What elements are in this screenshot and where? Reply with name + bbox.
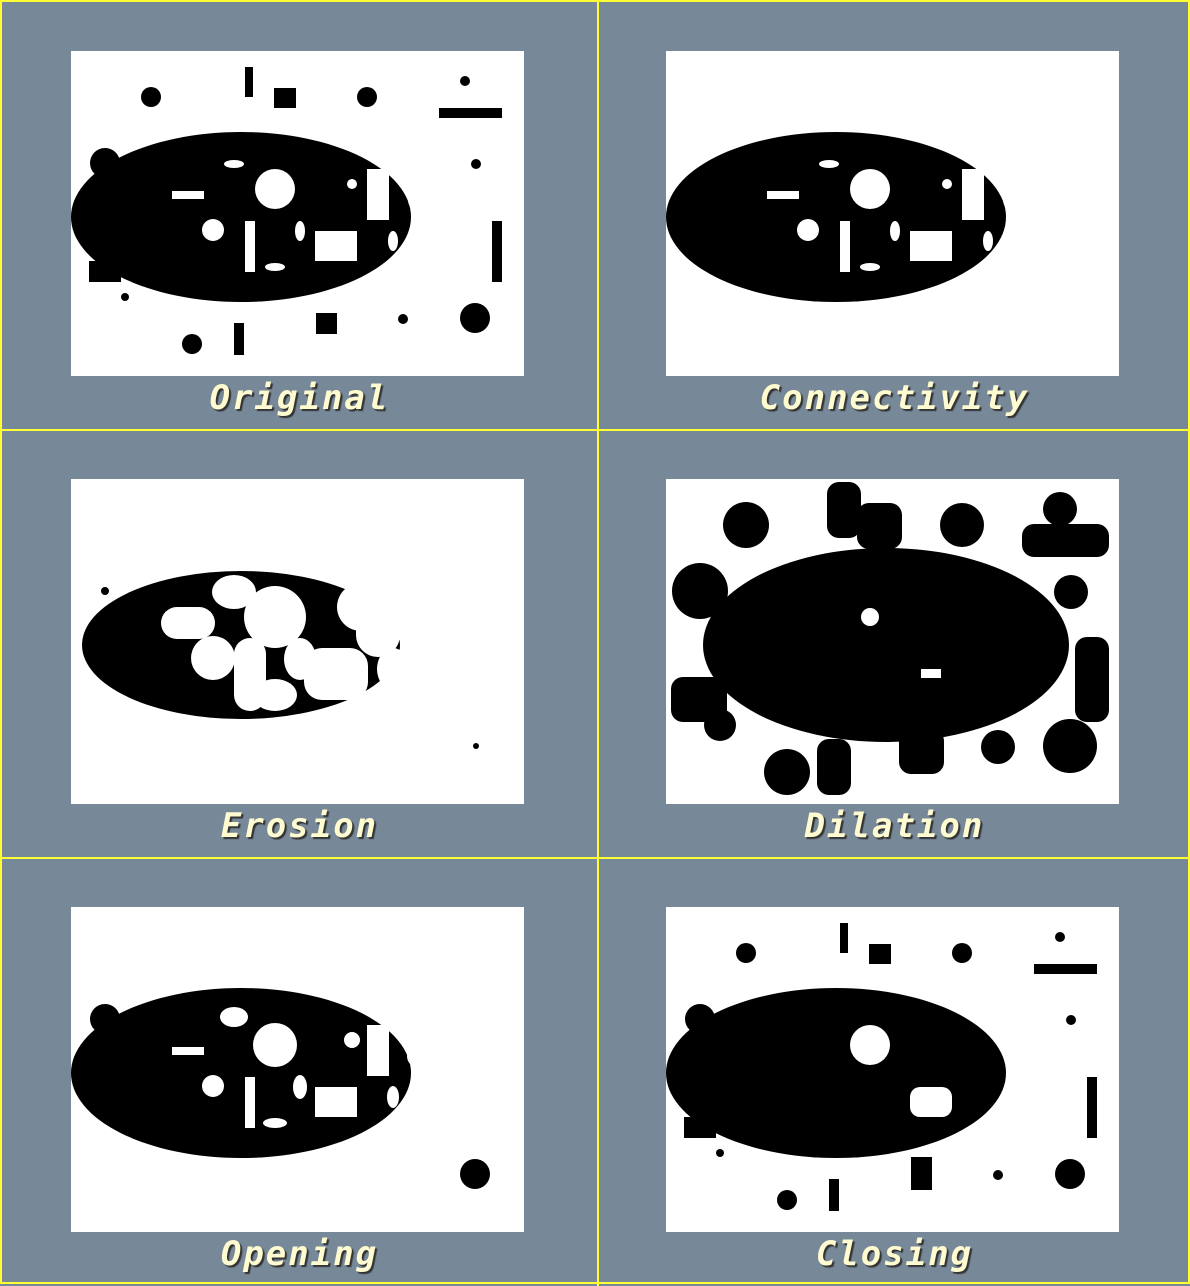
panel-erosion-image	[71, 479, 524, 804]
grid-divider-horizontal-2	[2, 857, 1190, 859]
panel-dilation-image	[666, 479, 1119, 804]
grid-divider-vertical	[597, 2, 599, 1286]
cell-original: Original	[2, 2, 597, 430]
cell-connectivity: Connectivity	[597, 2, 1190, 430]
grid-divider-horizontal-1	[2, 429, 1190, 431]
caption-original: Original	[209, 378, 390, 418]
cell-erosion: Erosion	[2, 430, 597, 858]
cell-opening: Opening	[2, 858, 597, 1286]
caption-opening: Opening	[220, 1234, 379, 1274]
caption-dilation: Dilation	[804, 806, 985, 846]
panel-original-image	[71, 51, 524, 376]
panel-opening-image	[71, 907, 524, 1232]
caption-closing: Closing	[815, 1234, 974, 1274]
panel-closing-image	[666, 907, 1119, 1232]
cell-closing: Closing	[597, 858, 1190, 1286]
cell-dilation: Dilation	[597, 430, 1190, 858]
caption-connectivity: Connectivity	[759, 378, 1030, 418]
panel-connectivity-image	[666, 51, 1119, 376]
caption-erosion: Erosion	[220, 806, 379, 846]
